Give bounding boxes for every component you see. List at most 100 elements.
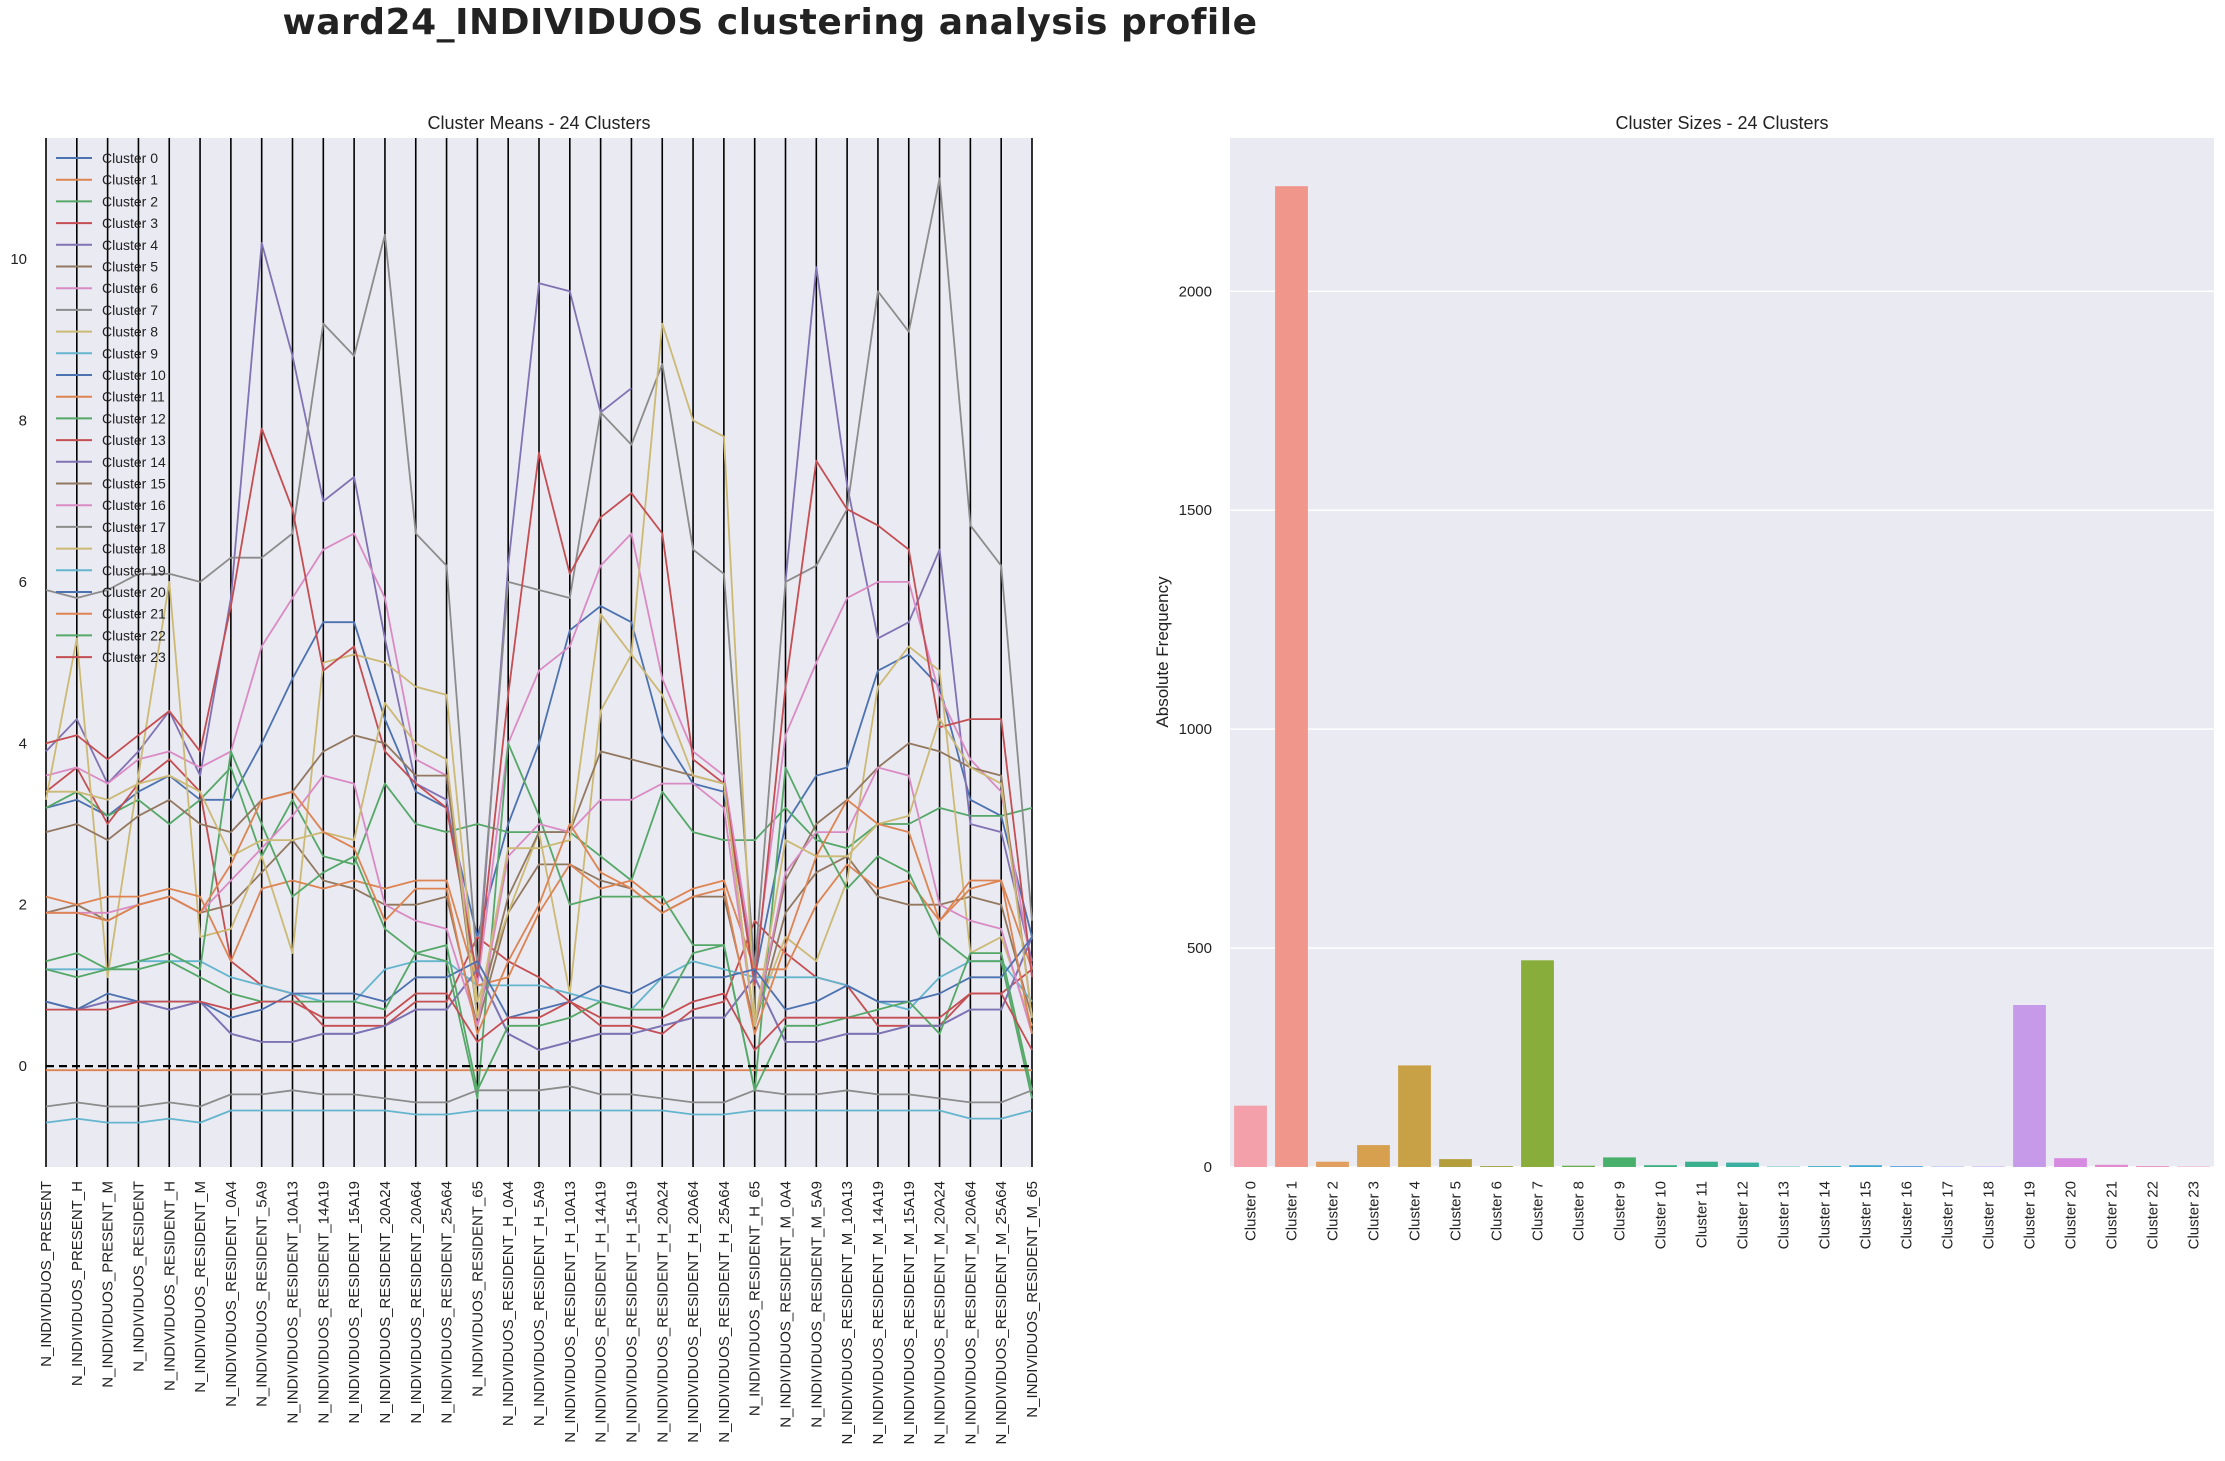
x-tick-label: Cluster 1	[1284, 1181, 1301, 1241]
cluster-19-line	[45, 1109, 1033, 1124]
bar-cluster-3	[1357, 1145, 1390, 1167]
variable-separators	[45, 138, 1033, 1167]
x-tick-label: Cluster 11	[1694, 1181, 1711, 1248]
cluster-14-line	[45, 936, 1033, 1051]
legend-label: Cluster 19	[102, 562, 166, 578]
x-tick-label: Cluster 10	[1653, 1181, 1670, 1249]
y-tick-label: 0	[1204, 1159, 1212, 1176]
cluster-means-chart: Cluster Means - 24 Clusters 0 2 4 6 8 10 N_IN…	[10, 113, 1041, 1444]
x-tick-label: N_INDIVIDUOS_PRESENT_M	[100, 1181, 117, 1388]
legend-label: Cluster 5	[102, 259, 158, 275]
legend-label: Cluster 12	[102, 410, 166, 426]
x-tick-label: N_INDIVIDUOS_RESIDENT_5A9	[254, 1181, 271, 1407]
cluster-sizes-gridlines	[1230, 290, 2214, 1168]
legend-label: Cluster 11	[102, 389, 165, 405]
cluster-means-legend: Cluster 0 Cluster 1 Cluster 2 Cluster 3 Clus…	[56, 150, 166, 665]
x-tick-label: Cluster 18	[1981, 1181, 1998, 1249]
cluster-13-line	[45, 427, 1033, 987]
x-tick-label: N_INDIVIDUOS_RESIDENT_H_14A19	[593, 1181, 610, 1443]
x-tick-label: N_INDIVIDUOS_RESIDENT_M_20A24	[932, 1181, 949, 1444]
cluster-22-line	[45, 944, 1033, 1092]
legend-label: Cluster 18	[102, 541, 166, 557]
bar-cluster-11	[1685, 1161, 1718, 1167]
y-tick-label: 500	[1187, 940, 1212, 957]
bar-cluster-6	[1480, 1166, 1513, 1167]
bar-cluster-8	[1562, 1165, 1595, 1167]
y-tick-label: 2	[19, 897, 27, 914]
x-tick-label: N_INDIVIDUOS_RESIDENT_65	[469, 1181, 486, 1397]
x-tick-label: N_INDIVIDUOS_RESIDENT_M_14A19	[870, 1181, 887, 1444]
legend-label: Cluster 0	[102, 150, 158, 166]
cluster-15-line	[45, 734, 1033, 1027]
bar-cluster-22	[2136, 1166, 2169, 1167]
cluster-21-line	[46, 790, 1033, 1035]
x-tick-label: Cluster 22	[2145, 1181, 2162, 1249]
x-tick-label: N_INDIVIDUOS_RESIDENT_H_25A64	[716, 1181, 733, 1443]
x-tick-label: N_INDIVIDUOS_RESIDENT_M	[192, 1181, 209, 1393]
x-tick-label: Cluster 0	[1243, 1181, 1260, 1241]
x-tick-label: N_INDIVIDUOS_RESIDENT_20A64	[408, 1181, 425, 1424]
legend-label: Cluster 23	[102, 649, 166, 665]
legend-label: Cluster 7	[102, 302, 158, 318]
x-tick-label: N_INDIVIDUOS_RESIDENT_25A64	[439, 1181, 456, 1424]
legend-label: Cluster 1	[102, 172, 158, 188]
bar-cluster-15	[1849, 1165, 1882, 1167]
x-tick-label: N_INDIVIDUOS_RESIDENT_M_10A13	[839, 1181, 856, 1444]
legend-label: Cluster 20	[102, 584, 166, 600]
cluster-means-title: Cluster Means - 24 Clusters	[427, 113, 650, 133]
y-tick-label: 4	[19, 735, 27, 752]
x-tick-label: N_INDIVIDUOS_RESIDENT_H_15A19	[623, 1181, 640, 1443]
x-tick-label: Cluster 13	[1776, 1181, 1793, 1249]
x-tick-label: Cluster 21	[2104, 1181, 2121, 1249]
legend-label: Cluster 4	[102, 237, 158, 253]
cluster-means-x-ticks: N_INDIVIDUOS_PRESENT N_INDIVIDUOS_PRESENT…	[38, 1181, 1041, 1444]
x-tick-label: N_INDIVIDUOS_RESIDENT_H_10A13	[562, 1181, 579, 1443]
x-tick-label: N_INDIVIDUOS_RESIDENT_M_20A64	[962, 1181, 979, 1444]
x-tick-label: N_INDIVIDUOS_RESIDENT_M_25A64	[993, 1181, 1010, 1444]
x-tick-label: Cluster 17	[1940, 1181, 1957, 1249]
x-tick-label: N_INDIVIDUOS_RESIDENT_M_5A9	[808, 1181, 825, 1428]
x-tick-label: N_INDIVIDUOS_RESIDENT_M_65	[1024, 1181, 1041, 1418]
cluster-sizes-chart: Cluster Sizes - 24 Clusters 0 500 1000 1500…	[1153, 113, 2214, 1249]
bar-cluster-2	[1316, 1161, 1349, 1167]
x-tick-label: Cluster 3	[1366, 1181, 1383, 1241]
figure-title: ward24_INDIVIDUOS clustering analysis pr…	[282, 2, 1258, 43]
cluster-20-line	[45, 936, 1033, 1019]
x-tick-label: Cluster 9	[1612, 1181, 1629, 1241]
cluster-18-line	[46, 613, 1033, 1027]
x-tick-label: Cluster 16	[1899, 1181, 1916, 1249]
legend-label: Cluster 17	[102, 519, 166, 535]
bar-cluster-10	[1644, 1165, 1677, 1167]
cluster-7-line	[45, 177, 1033, 971]
bar-cluster-14	[1808, 1166, 1841, 1167]
x-tick-label: N_INDIVIDUOS_RESIDENT_0A4	[223, 1181, 240, 1407]
x-tick-label: Cluster 14	[1817, 1181, 1834, 1249]
legend-label: Cluster 6	[102, 280, 158, 296]
bar-cluster-1	[1275, 186, 1308, 1167]
legend-label: Cluster 15	[102, 476, 166, 492]
cluster-sizes-y-ticks: 0 500 1000 1500 2000	[1179, 283, 1212, 1176]
bar-cluster-19	[2013, 1005, 2046, 1167]
cluster-sizes-y-label: Absolute Frequency	[1153, 576, 1172, 728]
x-tick-label: N_INDIVIDUOS_RESIDENT_H_65	[747, 1181, 764, 1416]
cluster-16-line	[46, 766, 1033, 1035]
legend-label: Cluster 10	[102, 367, 166, 383]
x-tick-label: Cluster 6	[1489, 1181, 1506, 1241]
cluster-sizes-plot-area	[1230, 138, 2214, 1167]
bar-cluster-9	[1603, 1157, 1636, 1167]
cluster-17-line	[45, 1085, 1033, 1108]
x-tick-label: N_INDIVIDUOS_RESIDENT_H_20A24	[654, 1181, 671, 1443]
x-tick-label: N_INDIVIDUOS_RESIDENT	[130, 1181, 147, 1372]
cluster-sizes-x-ticks: Cluster 0 Cluster 1 Cluster 2 Cluster 3 Clus…	[1243, 1181, 2203, 1249]
x-tick-label: N_INDIVIDUOS_RESIDENT_H_5A9	[531, 1181, 548, 1426]
cluster-means-y-ticks: 0 2 4 6 8 10	[10, 251, 27, 1075]
cluster-sizes-title: Cluster Sizes - 24 Clusters	[1615, 113, 1828, 133]
y-tick-label: 6	[19, 574, 27, 591]
bar-cluster-7	[1521, 960, 1554, 1167]
x-tick-label: Cluster 12	[1735, 1181, 1752, 1249]
x-tick-label: Cluster 23	[2186, 1181, 2203, 1249]
x-tick-label: Cluster 19	[2022, 1181, 2039, 1249]
y-tick-label: 8	[19, 412, 27, 429]
x-tick-label: N_INDIVIDUOS_RESIDENT_15A19	[346, 1181, 363, 1424]
y-tick-label: 10	[10, 251, 27, 268]
